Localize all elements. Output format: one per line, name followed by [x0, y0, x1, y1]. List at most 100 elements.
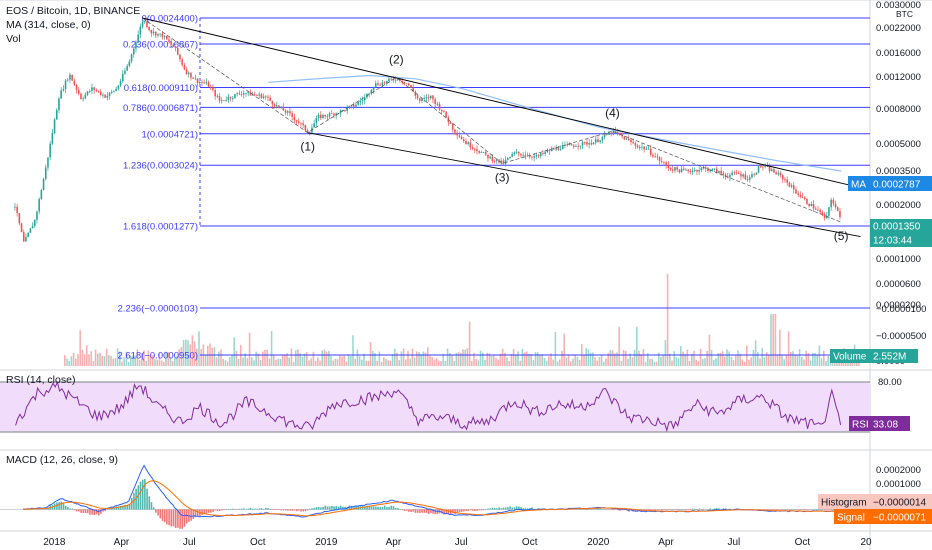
volume-bar	[130, 355, 132, 366]
macd-histogram-bar	[383, 505, 386, 510]
volume-bar	[141, 352, 143, 366]
candle-body	[242, 93, 245, 95]
candle-body	[478, 151, 480, 153]
volume-bar	[251, 357, 253, 366]
volume-bar	[746, 345, 748, 366]
volume-bar	[807, 353, 810, 366]
volume-bar	[160, 360, 163, 366]
volume-bar	[149, 355, 152, 366]
candle-body	[361, 100, 364, 102]
candle-body	[69, 74, 71, 80]
candle-body	[537, 155, 540, 157]
candle-body	[581, 141, 584, 146]
macd-histogram-bar	[830, 509, 833, 510]
candle-body	[234, 94, 236, 98]
candle-body	[458, 135, 461, 137]
volume-bar	[277, 358, 279, 366]
candle-body	[509, 156, 511, 159]
volume-bar	[523, 352, 526, 366]
candle-body	[764, 166, 766, 167]
volume-bar	[596, 360, 598, 366]
volume-bar	[152, 355, 154, 366]
macd-histogram-bar	[326, 506, 329, 510]
macd-histogram-bar	[328, 506, 331, 510]
macd-histogram-bar	[674, 509, 676, 510]
volume-bar	[717, 353, 719, 366]
candle-body	[623, 136, 626, 140]
volume-bar	[244, 353, 246, 366]
volume-bar	[68, 360, 70, 366]
candle-body	[385, 80, 388, 84]
volume-bar	[781, 355, 783, 366]
fib-level-label: 0.786(0.0006871)	[123, 103, 198, 114]
trendline	[142, 17, 861, 189]
candle-body	[647, 148, 650, 150]
candle-body	[449, 122, 452, 124]
ma-badge-value-bg	[870, 176, 932, 191]
volume-bar	[556, 361, 559, 366]
candle-body	[586, 142, 588, 145]
volume-bar	[231, 355, 233, 366]
candle-body	[161, 33, 164, 38]
volume-bar	[585, 348, 587, 366]
volume-bar	[827, 356, 829, 366]
candle-body	[212, 87, 214, 90]
candle-body	[99, 91, 102, 95]
signal-badge-value: −0.0000071	[873, 513, 927, 524]
macd-histogram-bar	[425, 509, 428, 513]
candle-body	[836, 207, 839, 211]
volume-bar	[655, 361, 658, 366]
volume-bar	[383, 357, 385, 366]
candle-body	[590, 143, 593, 145]
macd-histogram-bar	[331, 506, 333, 510]
price-tick-label: 0.0001000	[876, 254, 921, 265]
volume-bar	[706, 350, 708, 366]
volume-bar	[233, 337, 235, 366]
macd-histogram-bar	[155, 509, 157, 513]
candle-body	[269, 97, 271, 101]
volume-bar	[270, 331, 273, 366]
candle-body	[757, 166, 760, 173]
candle-body	[412, 87, 414, 92]
candle-body	[181, 59, 183, 65]
candle-body	[482, 151, 485, 153]
volume-bar	[798, 349, 801, 366]
candle-body	[832, 199, 835, 204]
candle-body	[286, 111, 289, 113]
volume-bar	[297, 349, 299, 366]
candle-body	[363, 97, 366, 101]
volume-bar	[682, 351, 684, 366]
candle-body	[150, 30, 153, 34]
volume-bar	[763, 357, 766, 366]
volume-bar	[286, 353, 288, 366]
macd-histogram-bar	[311, 508, 313, 510]
macd-histogram-bar	[135, 488, 137, 510]
macd-histogram-bar	[623, 509, 626, 511]
fib-level-label: 0.618(0.0009110)	[124, 83, 198, 94]
candle-body	[471, 147, 474, 149]
macd-histogram-bar	[443, 509, 445, 515]
volume-bar	[156, 360, 158, 366]
candle-body	[315, 118, 318, 124]
macd-histogram-bar	[100, 509, 102, 514]
volume-bar	[198, 331, 200, 366]
volume-bar	[801, 357, 803, 366]
candle-body	[75, 84, 78, 90]
volume-bar	[185, 339, 187, 366]
signal-line	[23, 480, 840, 517]
volume-bar	[112, 358, 114, 366]
candle-body	[196, 78, 199, 84]
candle-body	[359, 101, 362, 103]
candle-body	[654, 156, 656, 158]
volume-bar	[108, 355, 110, 366]
candle-body	[649, 148, 652, 155]
candle-body	[819, 210, 821, 213]
macd-histogram-bar	[828, 509, 830, 510]
macd-histogram-bar	[790, 509, 793, 510]
volume-bar	[501, 348, 504, 366]
macd-histogram-bar	[806, 509, 808, 510]
macd-histogram-bar	[412, 509, 415, 512]
time-tick-label: 2020	[587, 537, 610, 548]
candle-body	[601, 136, 604, 141]
volume-bar	[743, 361, 746, 366]
